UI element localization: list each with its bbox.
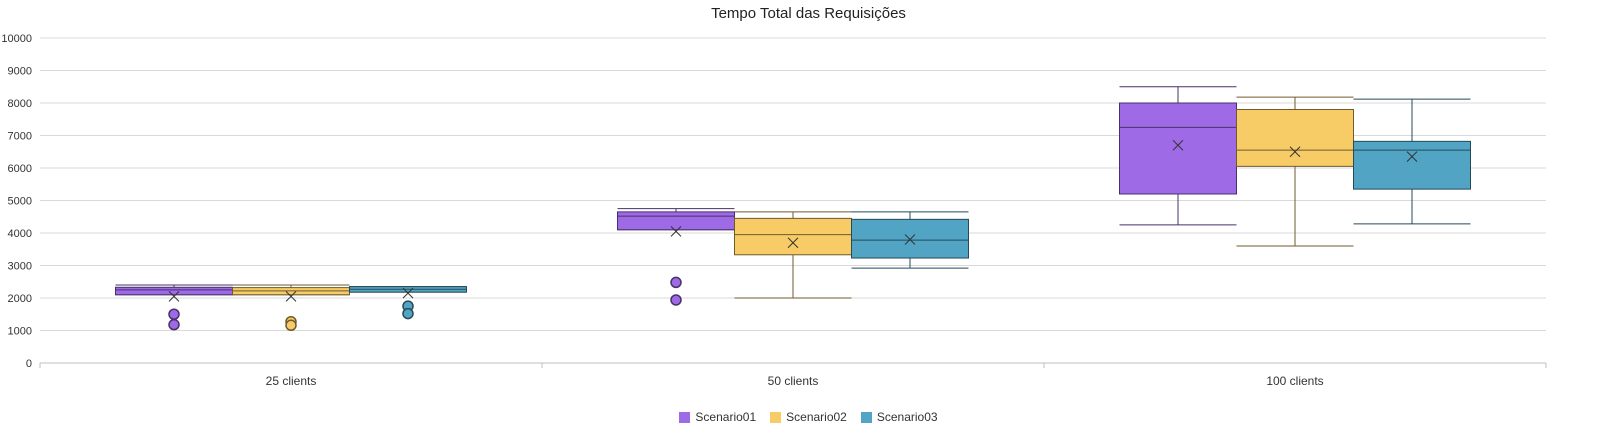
y-tick-label: 1000 <box>8 326 32 338</box>
box-scenario01-1 <box>617 208 735 306</box>
legend-item[interactable]: Scenario02 <box>770 410 847 424</box>
mean-marker <box>1289 146 1301 158</box>
y-tick-label: 8000 <box>8 98 32 110</box>
box-scenario01-0 <box>115 284 233 331</box>
y-tick-label: 4000 <box>8 228 32 240</box>
box-iqr <box>734 217 852 256</box>
outlier-point <box>168 308 180 320</box>
outlier-point <box>670 276 682 289</box>
y-tick-label: 0 <box>26 358 32 370</box>
mean-marker <box>402 287 414 299</box>
legend-swatch <box>679 411 691 423</box>
y-tick-label: 6000 <box>8 163 32 175</box>
box-iqr <box>851 218 969 259</box>
legend: Scenario01 Scenario02 Scenario03 <box>0 410 1617 424</box>
outlier-point <box>168 318 180 331</box>
box-iqr <box>1236 109 1354 167</box>
mean-marker <box>904 234 916 245</box>
legend-label: Scenario03 <box>876 410 938 424</box>
mean-marker <box>787 237 799 249</box>
box-iqr <box>1353 140 1471 190</box>
mean-marker <box>285 291 297 302</box>
box-scenario03-2 <box>1353 98 1471 225</box>
box-iqr <box>1119 102 1237 195</box>
chart-title: Tempo Total das Requisições <box>711 5 906 22</box>
box-scenario03-0 <box>349 286 467 320</box>
outlier-point <box>670 294 682 306</box>
y-tick-label: 2000 <box>8 293 32 305</box>
legend-item[interactable]: Scenario01 <box>679 410 756 424</box>
y-tick-label: 5000 <box>8 196 32 208</box>
legend-label: Scenario02 <box>786 410 847 424</box>
y-tick-label: 10000 <box>1 33 32 45</box>
x-category-label: 50 clients <box>768 374 819 388</box>
mean-marker <box>1406 151 1418 162</box>
y-tick-label: 3000 <box>8 261 32 273</box>
x-category-label: 25 clients <box>266 374 317 388</box>
box-scenario02-0 <box>232 284 350 332</box>
box-iqr <box>617 211 735 231</box>
mean-marker <box>670 226 682 237</box>
y-tick-label: 9000 <box>8 66 32 78</box>
legend-swatch <box>860 411 872 423</box>
y-tick-label: 7000 <box>8 131 32 143</box>
outlier-point <box>402 307 414 320</box>
x-category-label: 100 clients <box>1266 374 1323 388</box>
legend-item[interactable]: Scenario03 <box>860 410 938 424</box>
box-iqr <box>115 286 233 296</box>
box-scenario03-1 <box>851 211 969 269</box>
box-scenario01-2 <box>1119 86 1237 226</box>
box-scenario02-2 <box>1236 96 1354 247</box>
box-scenario02-1 <box>734 211 852 299</box>
mean-marker <box>168 291 180 302</box>
legend-swatch <box>770 411 782 423</box>
outlier-point <box>285 319 297 332</box>
legend-label: Scenario01 <box>695 410 757 424</box>
mean-marker <box>1172 139 1184 151</box>
